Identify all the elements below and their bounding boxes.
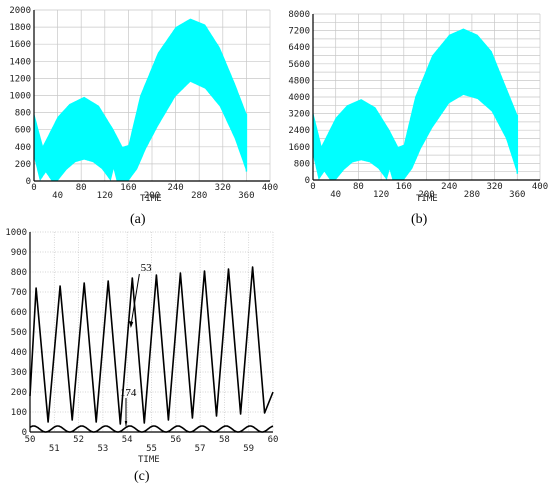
chart-b-x-tick-label: 40 (330, 190, 341, 200)
chart-b-y-tick-label: 0 (305, 176, 310, 186)
chart-c-xlabel: TIME (138, 455, 160, 465)
chart-a-y-tick-label: 0 (26, 177, 31, 187)
chart-b-x-tick-label: 120 (373, 190, 389, 200)
chart-b-y-tick-label: 7200 (288, 27, 310, 37)
chart-b-y-tick-label: 8000 (288, 10, 310, 20)
chart-c-y-tick-label: 1000 (5, 228, 27, 238)
chart-a-axes (33, 10, 270, 182)
chart-c-y-tick-label: 900 (11, 248, 27, 258)
chart-b-y-tick-label: 4000 (288, 93, 310, 103)
chart-c-y-tick-label: 600 (11, 308, 27, 318)
chart-c-x-tick-label: 52 (73, 435, 84, 445)
chart-c-annotations: 53 174 (120, 262, 152, 428)
chart-a-x-tick-label: 400 (262, 183, 278, 193)
chart-c-x-tick-label: 53 (97, 444, 108, 454)
chart-c-series-53 (29, 266, 274, 425)
chart-b-x-tick-label: 240 (441, 182, 457, 192)
chart-c-x-tick-labels: 50 51 52 53 54 55 56 57 58 59 60 (25, 435, 279, 454)
chart-a-x-tick-label: 160 (120, 183, 136, 193)
chart-c-annotation-53-arrowhead (129, 321, 134, 328)
chart-a-x-tick-label: 200 (144, 191, 160, 201)
chart-c-y-tick-label: 800 (11, 268, 27, 278)
chart-a-y-tick-label: 600 (15, 126, 31, 136)
chart-a-x-tick-label: 240 (167, 183, 183, 193)
chart-a-y-tick-label: 1800 (9, 23, 31, 33)
chart-a-x-tick-label: 80 (76, 183, 87, 193)
chart-b-filled-area (313, 28, 518, 180)
chart-a-x-tick-labels: 0 40 80 120 160 200 240 280 320 360 400 (31, 183, 278, 201)
chart-a-filled-area (34, 18, 247, 181)
chart-c-x-tick-label: 51 (49, 444, 60, 454)
chart-b-y-tick-label: 2400 (288, 126, 310, 136)
chart-c-x-tick-label: 56 (170, 435, 181, 445)
chart-c-caption: (c) (134, 469, 150, 484)
chart-c-x-tick-label: 54 (122, 435, 133, 445)
chart-b-y-tick-label: 3200 (288, 110, 310, 120)
chart-c-y-tick-label: 700 (11, 288, 27, 298)
chart-b-x-tick-label: 320 (486, 182, 502, 192)
chart-a-x-tick-label: 360 (238, 191, 254, 201)
chart-c-annotation-53-arrow (130, 273, 140, 327)
chart-b-y-tick-label: 4800 (288, 76, 310, 86)
chart-b-x-tick-label: 280 (464, 190, 480, 200)
chart-c-y-tick-label: 0 (22, 428, 27, 438)
chart-c-y-tick-labels: 0 100 200 300 400 500 600 700 800 900 1000 (5, 228, 27, 438)
chart-a-area (34, 18, 248, 181)
chart-c-x-tick-label: 57 (195, 444, 206, 454)
chart-b-y-tick-label: 1600 (288, 143, 310, 153)
chart-a-y-tick-label: 2000 (9, 6, 31, 16)
chart-b-x-tick-label: 80 (353, 182, 364, 192)
chart-a-y-tick-labels: 0 200 400 600 800 1000 1200 1400 1600 1800 2000 (9, 6, 31, 187)
chart-a-x-tick-label: 120 (97, 191, 113, 201)
chart-c-series-174 (29, 425, 274, 433)
chart-c-y-tick-label: 100 (11, 408, 27, 418)
chart-c-axes (29, 232, 273, 433)
chart-a-y-tick-label: 1400 (9, 57, 31, 67)
chart-b-x-tick-label: 160 (396, 182, 412, 192)
chart-b-x-tick-labels: 0 40 80 120 160 200 240 280 320 360 400 (310, 182, 548, 200)
chart-c-x-tick-label: 55 (146, 444, 157, 454)
chart-b-y-tick-label: 800 (294, 159, 310, 169)
chart-b-area (313, 28, 519, 180)
chart-b-x-tick-label: 200 (418, 190, 434, 200)
chart-b-x-tick-label: 400 (532, 182, 548, 192)
chart-a-y-tick-label: 400 (15, 143, 31, 153)
chart-b-axes (312, 14, 540, 181)
chart-panel-b: 0800160024003200400048005600640072008000… (288, 10, 548, 227)
chart-a-caption: (a) (130, 212, 146, 227)
chart-panel-a: 0 200 400 600 800 1000 1200 1400 1600 1800 2000 0 4… (9, 6, 278, 227)
chart-c-annotation-174: 174 (120, 387, 137, 399)
chart-c-y-tick-label: 400 (11, 348, 27, 358)
chart-a-x-tick-label: 280 (191, 191, 207, 201)
chart-a-y-tick-label: 800 (15, 109, 31, 119)
chart-b-y-tick-label: 5600 (288, 60, 310, 70)
chart-c-x-tick-label: 60 (268, 435, 279, 445)
chart-c-annotation-174-arrowhead (124, 421, 128, 428)
chart-c-y-tick-label: 200 (11, 388, 27, 398)
chart-a-y-tick-label: 1200 (9, 74, 31, 84)
chart-a-x-tick-label: 40 (52, 191, 63, 201)
chart-c-annotation-53: 53 (141, 262, 153, 274)
chart-b-x-tick-label: 0 (310, 182, 315, 192)
chart-a-y-tick-label: 1600 (9, 40, 31, 50)
chart-b-xlabel: TIME (416, 194, 438, 204)
chart-c-x-tick-label: 58 (219, 435, 230, 445)
chart-c-x-tick-label: 50 (25, 435, 36, 445)
chart-b-y-tick-label: 6400 (288, 43, 310, 53)
chart-b-caption: (b) (411, 212, 428, 227)
chart-a-xlabel: TIME (140, 194, 162, 204)
chart-c-y-tick-label: 500 (11, 328, 27, 338)
chart-c-y-tick-label: 300 (11, 368, 27, 378)
chart-b-y-tick-labels: 0 800 1600 2400 3200 4000 4800 5600 6400 7200 8000 (288, 10, 310, 186)
chart-a-x-tick-label: 320 (215, 183, 231, 193)
chart-c-x-tick-label: 59 (243, 444, 254, 454)
chart-a-x-tick-label: 0 (31, 183, 36, 193)
chart-a-y-tick-label: 200 (15, 160, 31, 170)
chart-a-y-tick-label: 1000 (9, 92, 31, 102)
chart-b-x-tick-label: 360 (509, 190, 525, 200)
